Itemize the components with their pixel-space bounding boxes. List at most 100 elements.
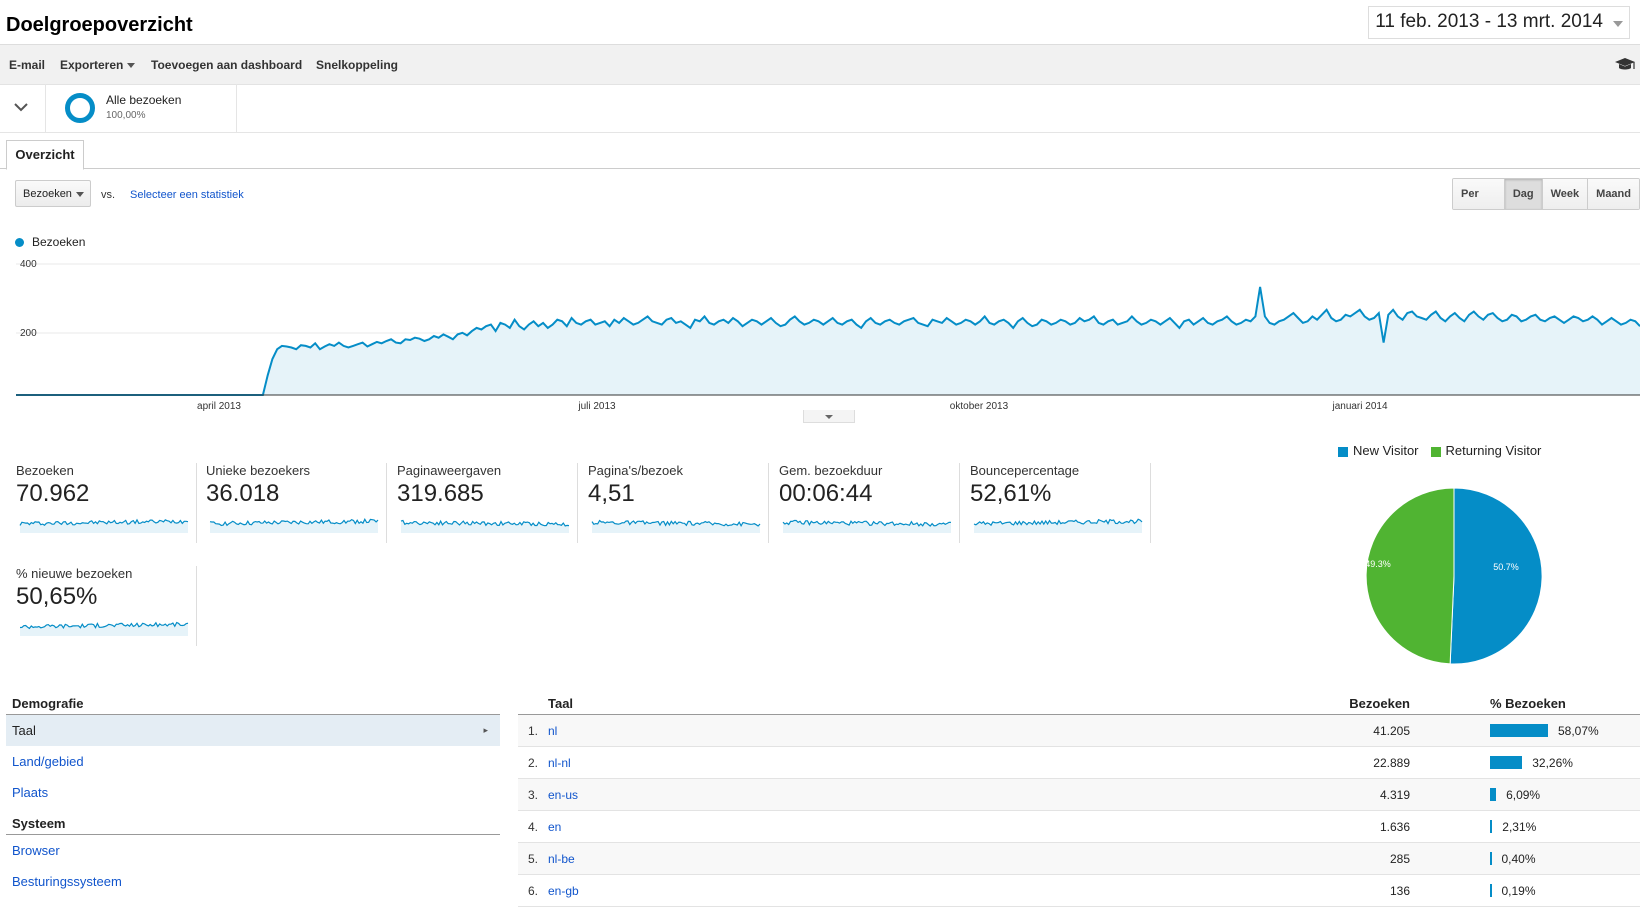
- legend-swatch: [1338, 446, 1348, 457]
- row-visits-pct: 2,31%: [1502, 820, 1537, 834]
- vs-label: vs.: [101, 189, 116, 201]
- email-button[interactable]: E-mail: [9, 58, 46, 72]
- nav-item-language[interactable]: Taal ▸: [6, 715, 500, 746]
- legend-item-returning-visitor[interactable]: Returning Visitor: [1430, 443, 1542, 458]
- nav-item-label: Taal: [12, 723, 36, 738]
- sparkline-area: [783, 520, 951, 533]
- row-language-link[interactable]: en: [548, 820, 562, 834]
- sparkline-line: [973, 518, 1143, 527]
- scorecard-value: 319.685: [397, 480, 484, 507]
- sparkline: [19, 518, 189, 533]
- row-visits: 22.889: [1373, 756, 1410, 770]
- row-language-link[interactable]: nl-nl: [548, 756, 571, 770]
- scorecard-value: 00:06:44: [779, 480, 873, 507]
- scorecard-new-visits-pct[interactable]: % nieuwe bezoeken 50,65%: [16, 566, 197, 646]
- caret-down-icon: [825, 415, 833, 419]
- shortcut-button[interactable]: Snelkoppeling: [316, 58, 399, 72]
- add-to-dashboard-button[interactable]: Toevoegen aan dashboard: [151, 58, 303, 72]
- scorecard-label: % nieuwe bezoeken: [16, 566, 133, 581]
- row-share-bar: [1490, 820, 1493, 833]
- segment-name: Alle bezoeken: [106, 93, 182, 107]
- scorecard-pages-per-visit[interactable]: Pagina's/bezoek 4,51: [588, 463, 769, 543]
- scorecard-unique-visitors[interactable]: Unieke bezoekers 36.018: [206, 463, 387, 543]
- date-range-label: 11 feb. 2013 - 13 mrt. 2014: [1375, 11, 1603, 32]
- scorecard-value: 4,51: [588, 480, 635, 507]
- scorecard-label: Gem. bezoekduur: [779, 463, 883, 478]
- visits-line-chart[interactable]: 400 200 april 2013 juli 2013 oktober 201…: [0, 252, 1640, 412]
- section-header-demographics: Demografie: [6, 690, 500, 715]
- section-header-system: Systeem: [6, 810, 500, 835]
- nav-item-os[interactable]: Besturingssysteem: [12, 874, 122, 889]
- graduation-cap-icon[interactable]: [1614, 57, 1636, 73]
- sparkline-line: [782, 519, 952, 527]
- sparkline: [973, 518, 1143, 533]
- scorecard-pageviews[interactable]: Paginaweergaven 319.685: [397, 463, 578, 543]
- row-language-link[interactable]: en-gb: [548, 884, 579, 898]
- export-menu-button[interactable]: Exporteren: [60, 58, 136, 72]
- arrow-right-icon: ▸: [483, 725, 488, 735]
- table-row: 2. nl-nl 22.889 32,26%: [518, 747, 1640, 779]
- segment-toggle[interactable]: [0, 84, 46, 132]
- sparkline-area: [20, 622, 188, 636]
- pie-label-new-visitor: 50.7%: [1493, 562, 1519, 572]
- row-index: 1.: [528, 724, 539, 738]
- tab-divider: [0, 168, 1640, 169]
- row-index: 3.: [528, 788, 539, 802]
- granularity-day-button[interactable]: Dag: [1503, 179, 1542, 209]
- sparkline-line: [591, 519, 761, 528]
- row-index: 2.: [528, 756, 539, 770]
- metric-select[interactable]: Bezoeken: [15, 180, 91, 207]
- chart-legend-label: Bezoeken: [32, 235, 86, 249]
- nav-item-browser[interactable]: Browser: [12, 843, 60, 858]
- chart-legend: Bezoeken: [15, 235, 85, 249]
- sparkline-line: [209, 518, 379, 527]
- scorecard-bounce-rate[interactable]: Bouncepercentage 52,61%: [970, 463, 1151, 543]
- scorecard-visits[interactable]: Bezoeken 70.962: [16, 463, 197, 543]
- sparkline-line: [19, 518, 189, 526]
- segment-all-visits[interactable]: Alle bezoeken 100,00%: [46, 84, 237, 132]
- row-visits: 41.205: [1373, 724, 1410, 738]
- table-row: 1. nl 41.205 58,07%: [518, 715, 1640, 747]
- scorecard-avg-duration[interactable]: Gem. bezoekduur 00:06:44: [779, 463, 960, 543]
- row-share-bar: [1490, 884, 1492, 897]
- table-header: Taal Bezoeken % Bezoeken: [518, 690, 1640, 715]
- row-language-link[interactable]: nl: [548, 724, 558, 738]
- sparkline-area: [20, 519, 188, 533]
- legend-label: New Visitor: [1353, 443, 1419, 458]
- row-index: 6.: [528, 884, 539, 898]
- report-toolbar: E-mail Exporteren Toevoegen aan dashboar…: [0, 44, 1640, 85]
- pie-label-returning-visitor: 49.3%: [1365, 559, 1391, 569]
- row-visits-pct: 6,09%: [1506, 788, 1541, 802]
- y-tick-400: 400: [20, 259, 37, 270]
- x-tick-april: april 2013: [197, 401, 241, 412]
- table-body: 1. nl 41.205 58,07% 2. nl-nl 22.889 32,26% 3. en-…: [518, 715, 1640, 907]
- chart-expand-handle[interactable]: [803, 410, 855, 423]
- row-index: 5.: [528, 852, 539, 866]
- column-header-visits-pct[interactable]: % Bezoeken: [1490, 696, 1566, 711]
- nav-item-country[interactable]: Land/gebied: [12, 754, 84, 769]
- granularity-week-button[interactable]: Week: [1541, 179, 1588, 209]
- visitor-type-pie-chart[interactable]: 50.7% 49.3%: [1354, 476, 1554, 676]
- granularity-month-button[interactable]: Maand: [1587, 179, 1639, 209]
- column-header-visits[interactable]: Bezoeken: [1349, 696, 1410, 711]
- x-tick-january: januari 2014: [1331, 401, 1387, 412]
- sparkline: [782, 519, 952, 533]
- language-table: Taal Bezoeken % Bezoeken 1. nl 41.205 58,07…: [518, 690, 1640, 907]
- column-header-language[interactable]: Taal: [548, 696, 574, 711]
- row-visits-pct: 0,40%: [1501, 852, 1536, 866]
- tab-overview[interactable]: Overzicht: [6, 140, 84, 170]
- row-language-link[interactable]: en-us: [548, 788, 579, 802]
- row-language-link[interactable]: nl-be: [548, 852, 575, 866]
- legend-label: Returning Visitor: [1445, 443, 1542, 458]
- chevron-down-icon: [1613, 21, 1623, 27]
- sparkline-area: [210, 519, 378, 533]
- table-row: 3. en-us 4.319 6,09%: [518, 779, 1640, 811]
- pie-slice-returning-visitor: [1365, 487, 1455, 665]
- compare-metric-link[interactable]: Selecteer een statistiek: [130, 189, 244, 201]
- row-share-bar: [1490, 852, 1492, 865]
- row-share-bar: [1490, 724, 1548, 737]
- granularity-hour-button[interactable]: Per uur: [1453, 179, 1504, 209]
- nav-item-city[interactable]: Plaats: [12, 785, 49, 800]
- legend-item-new-visitor[interactable]: New Visitor: [1338, 443, 1419, 458]
- date-range-picker[interactable]: 11 feb. 2013 - 13 mrt. 2014: [1368, 6, 1630, 39]
